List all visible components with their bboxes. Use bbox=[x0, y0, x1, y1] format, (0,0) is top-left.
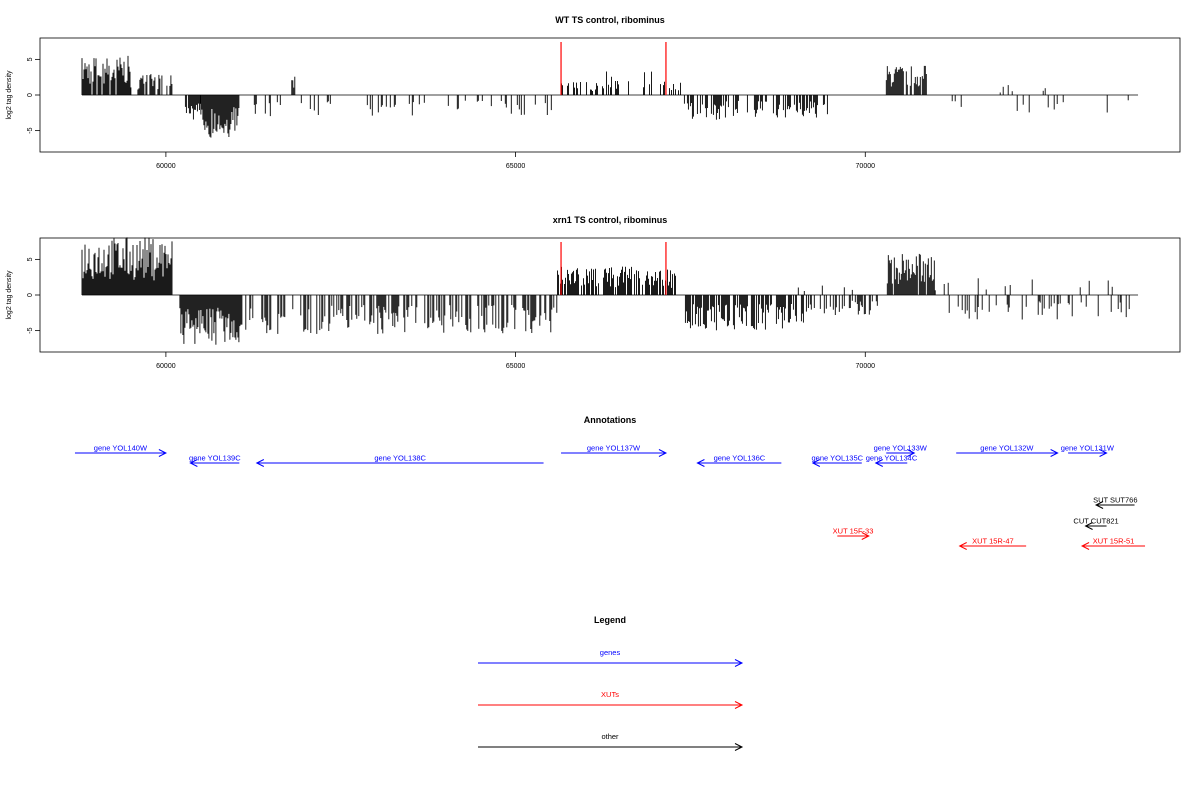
panel-title: xrn1 TS control, ribominus bbox=[553, 215, 668, 225]
annotation-label: gene YOL136C bbox=[714, 454, 766, 463]
x-axis: 60000 65000 70000 bbox=[156, 352, 875, 370]
annotation-label: gene YOL140W bbox=[94, 444, 148, 453]
y-axis-label: log2 tag density bbox=[6, 270, 13, 320]
annotation-label: XUT 15F-33 bbox=[833, 527, 874, 536]
signal-bars bbox=[81, 55, 1129, 138]
y-tick-label: 5 bbox=[27, 57, 34, 61]
x-tick-label: 70000 bbox=[856, 163, 876, 170]
annotation-feature: CUT CUT821 bbox=[1073, 517, 1119, 530]
arrow-head bbox=[189, 459, 198, 467]
annotation-label: gene YOL137W bbox=[587, 444, 641, 453]
arrow-head bbox=[1084, 522, 1093, 530]
arrow-head bbox=[1094, 501, 1104, 509]
annotation-feature: gene YOL139C bbox=[189, 454, 241, 467]
y-tick-label: 0 bbox=[27, 293, 34, 297]
annotation-feature: gene YOL134C bbox=[866, 454, 918, 467]
annotation-feature: gene YOL133W bbox=[874, 444, 928, 457]
red-marker-lines bbox=[560, 242, 667, 295]
annotation-label: XUT 15R-51 bbox=[1093, 537, 1135, 546]
arrow-head bbox=[811, 459, 821, 467]
arrow-head bbox=[1099, 449, 1108, 457]
annotation-feature: gene YOL132W bbox=[956, 444, 1059, 457]
legend-item: genes bbox=[478, 648, 744, 667]
annotations-title: Annotations bbox=[584, 415, 637, 425]
y-tick-label: -5 bbox=[27, 327, 34, 333]
annotation-feature: XUT 15F-33 bbox=[833, 527, 874, 540]
arrow-head bbox=[1050, 449, 1059, 457]
annotation-feature: SUT SUT766 bbox=[1093, 496, 1138, 509]
track-panel-wt: WT TS control, ribominus 60000 65000 70000… bbox=[6, 15, 1181, 170]
arrow-head bbox=[158, 449, 168, 457]
arrow-head bbox=[874, 459, 883, 467]
annotation-label: SUT SUT766 bbox=[1093, 496, 1137, 505]
arrow-head bbox=[734, 743, 744, 751]
x-tick-label: 65000 bbox=[506, 163, 526, 170]
x-tick-label: 70000 bbox=[856, 363, 876, 370]
x-tick-label: 60000 bbox=[156, 363, 176, 370]
annotation-feature: gene YOL135C bbox=[812, 454, 864, 467]
signal-bars bbox=[81, 237, 1130, 345]
annotation-label: gene YOL134C bbox=[866, 454, 918, 463]
arrow-head bbox=[734, 659, 744, 667]
annotation-label: gene YOL133W bbox=[874, 444, 928, 453]
track-panel-xrn1: xrn1 TS control, ribominus 60000 65000 700… bbox=[6, 215, 1181, 370]
annotation-label: CUT CUT821 bbox=[1073, 517, 1118, 526]
y-tick-label: -5 bbox=[27, 127, 34, 133]
arrow-head bbox=[734, 701, 744, 709]
annotation-feature: gene YOL137W bbox=[561, 444, 668, 457]
legend-title: Legend bbox=[594, 615, 626, 625]
legend-items: genes XUTs other bbox=[478, 648, 744, 751]
x-axis: 60000 65000 70000 bbox=[156, 152, 875, 170]
legend-item: other bbox=[478, 732, 744, 751]
y-axis: -5 0 5 bbox=[27, 257, 40, 334]
annotation-feature: gene YOL136C bbox=[696, 454, 782, 467]
legend-panel: Legend genes XUTs other bbox=[478, 615, 744, 751]
y-axis: -5 0 5 bbox=[27, 57, 40, 134]
annotation-label: gene YOL139C bbox=[189, 454, 241, 463]
arrow-head bbox=[861, 532, 870, 540]
annotation-label: gene YOL135C bbox=[812, 454, 864, 463]
arrow-head bbox=[658, 449, 668, 457]
annotation-feature: XUT 15R-51 bbox=[1080, 537, 1146, 550]
arrow-head bbox=[255, 459, 265, 467]
panel-title: WT TS control, ribominus bbox=[555, 15, 665, 25]
legend-label: genes bbox=[600, 648, 621, 657]
annotation-label: gene YOL132W bbox=[980, 444, 1034, 453]
legend-label: XUTs bbox=[601, 690, 619, 699]
annotation-feature: gene YOL131W bbox=[1061, 444, 1115, 457]
arrow-head bbox=[907, 449, 916, 457]
annotation-label: gene YOL138C bbox=[374, 454, 426, 463]
annotation-feature: gene YOL138C bbox=[255, 454, 544, 467]
arrow-head bbox=[958, 542, 967, 550]
legend-label: other bbox=[601, 732, 619, 741]
annotation-label: XUT 15R-47 bbox=[972, 537, 1014, 546]
arrow-head bbox=[696, 459, 705, 467]
arrow-head bbox=[1080, 542, 1090, 550]
legend-item: XUTs bbox=[478, 690, 744, 709]
x-tick-label: 60000 bbox=[156, 163, 176, 170]
red-marker-lines bbox=[560, 42, 667, 95]
x-tick-label: 65000 bbox=[506, 363, 526, 370]
annotation-label: gene YOL131W bbox=[1061, 444, 1115, 453]
y-axis-label: log2 tag density bbox=[6, 70, 13, 120]
annotation-feature: gene YOL140W bbox=[74, 444, 168, 457]
y-tick-label: 0 bbox=[27, 93, 34, 97]
y-tick-label: 5 bbox=[27, 257, 34, 261]
annotation-feature: XUT 15R-47 bbox=[958, 537, 1027, 550]
annotation-features: gene YOL140W gene YOL139C gene YOL138C gene… bbox=[74, 444, 1146, 550]
